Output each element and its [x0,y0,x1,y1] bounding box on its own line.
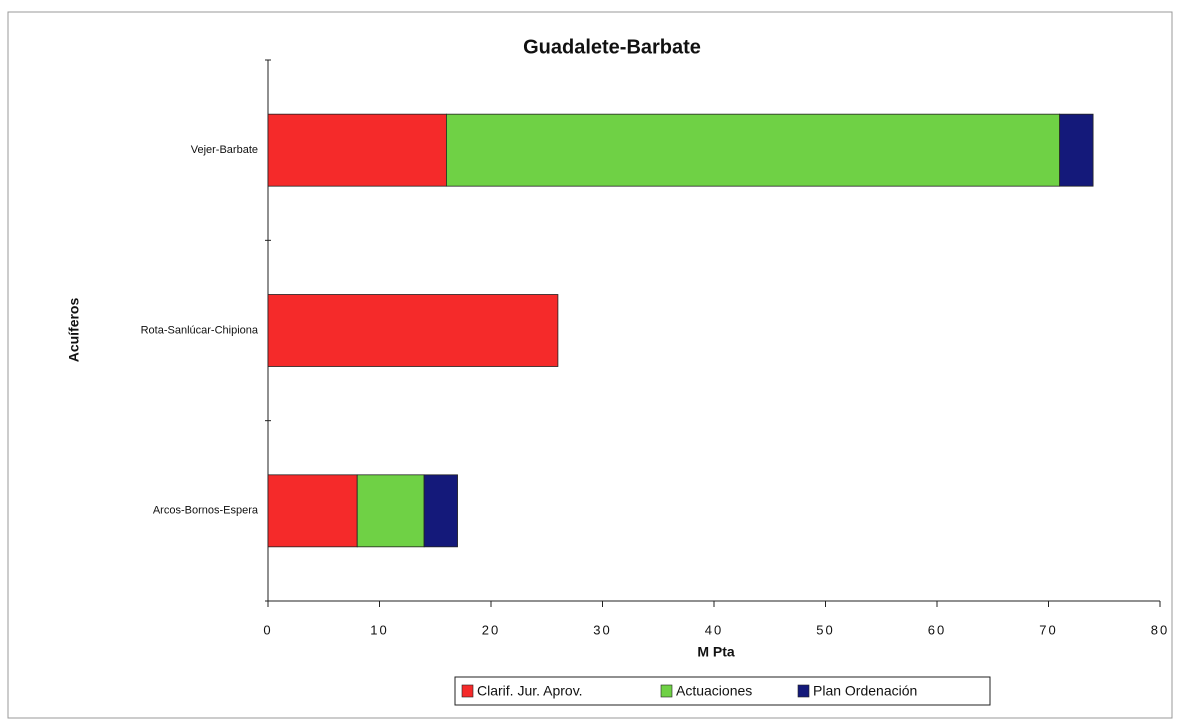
bar-segment [356,474,425,548]
y-axis-label: Acuíferos [66,298,82,363]
bar-segment [445,113,1061,187]
y-tick-label: Rota-Sanlúcar-Chipiona [141,324,259,336]
x-tick-label: 80 [1151,622,1169,637]
bar-segment [423,474,458,548]
x-tick-label: 60 [928,622,946,637]
x-tick-label: 20 [482,622,500,637]
x-axis-label: M Pta [697,644,735,660]
legend-label: Plan Ordenación [813,683,917,699]
bar-segment [267,474,358,548]
x-tick-label: 50 [816,622,834,637]
legend-label: Actuaciones [676,683,752,699]
x-tick-label: 10 [370,622,388,637]
bar-segment [1059,113,1094,187]
x-tick-label: 0 [263,622,272,637]
legend-swatch [660,684,673,698]
y-tick-label: Vejer-Barbate [191,144,258,156]
legend-swatch [797,684,810,698]
chart-title: Guadalete-Barbate [523,36,701,58]
legend-swatch [461,684,474,698]
x-tick-label: 30 [593,622,611,637]
legend-label: Clarif. Jur. Aprov. [477,683,583,699]
bar-segment [267,294,559,367]
x-tick-label: 70 [1039,622,1057,637]
bar-segment [267,113,447,187]
frame [7,11,1173,719]
legend-box [454,676,991,706]
x-tick-label: 40 [705,622,723,637]
y-tick-label: Arcos-Bornos-Espera [153,505,259,517]
